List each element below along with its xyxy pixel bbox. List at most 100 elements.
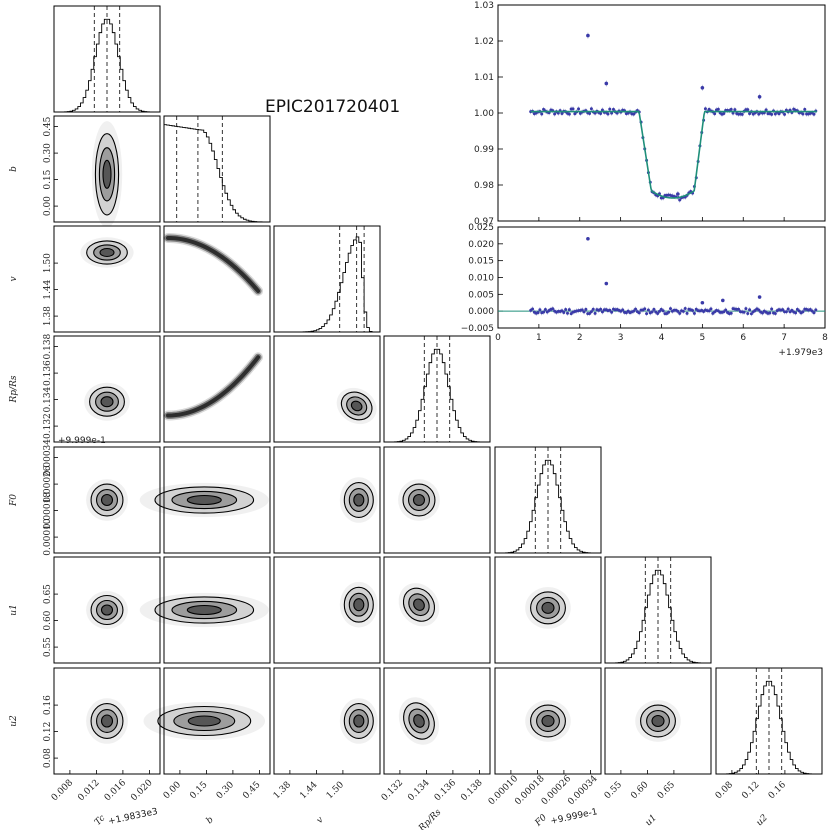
res-data-point [760, 311, 764, 315]
res-data-point [691, 308, 695, 312]
res-y-tick-label: 0.020 [468, 240, 494, 250]
x-tick-label-u1: 0.65 [656, 780, 677, 801]
res-data-point [599, 307, 603, 311]
contour-mid [346, 396, 368, 416]
panel-frame [273, 225, 381, 333]
res-x-tick-label: 2 [577, 333, 583, 343]
contour-mid [93, 244, 121, 261]
res-data-point [632, 309, 636, 313]
res-x-tick-label: 8 [822, 333, 828, 343]
lc-y-tick-label: 0.97 [474, 217, 494, 227]
res-data-point [709, 307, 713, 311]
density-halo [525, 700, 571, 742]
res-data-point [531, 307, 535, 311]
y-axis-label-u1: u1 [9, 604, 19, 616]
contour-mid [98, 147, 116, 202]
y-tick-label-u2: 0.16 [43, 695, 53, 715]
lc-data-point [770, 112, 774, 116]
contour-mid [407, 488, 430, 511]
contour-inner [100, 493, 114, 507]
lc-data-point [577, 107, 581, 111]
x-tick-label-RpRs: 0.134 [406, 778, 431, 803]
lc-data-point [678, 198, 682, 202]
panel-F0-vs-b [139, 446, 271, 554]
contour-inner [99, 247, 115, 258]
lc-outlier-point [604, 81, 609, 86]
panel-frame [383, 556, 491, 664]
res-x-tick-label: 7 [781, 333, 787, 343]
panel-frame [273, 556, 381, 664]
panel-v-vs-Tc: 1.38 1.44 1.50 v [9, 225, 161, 333]
contour-mid [171, 600, 238, 620]
lc-y-tick-label: 0.98 [474, 181, 494, 191]
lc-data-point [746, 108, 750, 112]
density-halo [86, 698, 128, 744]
density-b-Tc [91, 121, 123, 228]
y-tick-label-u2: 0.12 [43, 722, 53, 742]
x-tick-label-Tc: 0.020 [129, 778, 154, 803]
y-tick-label-F0: 0.00034 [43, 439, 53, 476]
res-data-point [608, 308, 612, 312]
panel-frame [273, 446, 381, 554]
lc-data-point [540, 112, 544, 116]
density-halo [525, 586, 571, 629]
res-data-point [794, 311, 798, 315]
density-u1-b [139, 592, 269, 628]
res-y-tick-label: 0.015 [468, 257, 494, 267]
lc-model-curve [530, 110, 817, 199]
contour-inner [353, 714, 365, 728]
x-axis-label-u2: u2 [755, 813, 770, 828]
panel-F0-vs-v [273, 446, 381, 554]
contour-outer [530, 591, 566, 625]
res-y-tick-label: 0.025 [468, 223, 494, 233]
x-tick-label-Tc: 0.008 [50, 778, 75, 803]
x-tick-label-Tc: 0.016 [103, 778, 128, 803]
contour-mid [408, 708, 430, 734]
contour-outer [90, 594, 124, 626]
contour-inner [651, 714, 665, 728]
contour-mid [96, 709, 119, 733]
panel-b-vs-b [163, 115, 271, 223]
res-data-point [757, 308, 761, 312]
lc-data-point [599, 112, 603, 116]
res-data-point [749, 312, 753, 316]
panel-frame [494, 556, 602, 664]
panel-frame [53, 335, 161, 443]
res-outlier-point [604, 281, 609, 286]
panel-u2-vs-Tc: 0.008 0.012 0.016 0.020 Tc +1.9833e3 0.08 0.12 0… [9, 667, 161, 828]
res-data-point [742, 310, 746, 314]
y-tick-label-RpRs: 0.138 [43, 333, 53, 359]
x-tick-label-u2: 0.08 [714, 780, 735, 801]
contour-mid [348, 488, 369, 512]
res-x-tick-label: 0 [495, 333, 501, 343]
contour-inner [187, 715, 221, 727]
x-tick-label-F0: 0.00034 [566, 774, 600, 808]
y-tick-label-v: 1.38 [43, 306, 53, 326]
contour-outer [86, 240, 128, 265]
panel-frame [604, 667, 712, 775]
panel-v-vs-b [163, 225, 271, 333]
lc-y-tick-label: 1.01 [474, 73, 494, 83]
density-halo [339, 698, 378, 744]
res-data-point [729, 311, 733, 315]
contour-inner [412, 493, 426, 507]
y-axis-label-b: b [9, 166, 19, 172]
density-halo [339, 581, 378, 628]
res-data-point [683, 307, 687, 311]
panel-u1-vs-b [139, 556, 271, 664]
lc-data-point [553, 112, 557, 116]
panel-u1-vs-F0 [494, 556, 602, 664]
res-data-point [657, 309, 661, 313]
lc-y-tick-label: 0.99 [474, 145, 494, 155]
y-axis-label-u2: u2 [9, 715, 19, 727]
res-outlier-point [700, 300, 705, 305]
x-tick-label-Tc: 0.012 [76, 778, 101, 803]
x-tick-label-u1: 0.60 [629, 780, 650, 801]
x-tick-label-b: 0.30 [215, 780, 236, 801]
contour-mid [173, 710, 236, 732]
panel-F0-vs-RpRs [383, 446, 491, 554]
x-axis-label-v: v [315, 815, 326, 826]
res-data-point [685, 311, 689, 315]
lc-data-point [722, 112, 726, 116]
panel-frame [163, 556, 271, 664]
